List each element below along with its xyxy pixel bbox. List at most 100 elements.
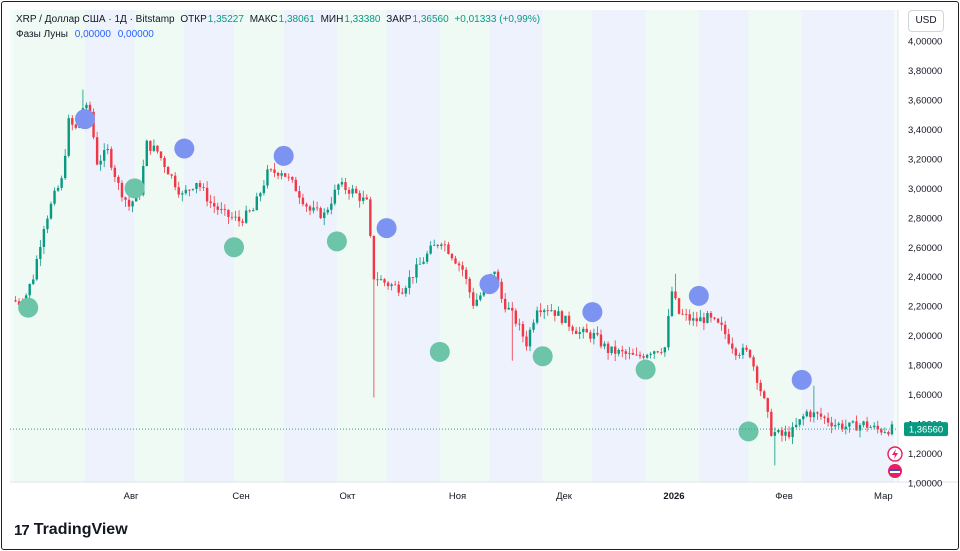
candle-body <box>92 111 95 138</box>
candle-body <box>635 354 638 356</box>
candle-body <box>88 104 92 112</box>
candle-body <box>326 209 329 213</box>
candle-body <box>603 343 606 347</box>
candle-body <box>312 207 315 211</box>
candle-body <box>404 287 408 294</box>
candle-body <box>642 356 645 358</box>
legend-header: XRP / Доллар США · 1Д · Bitstamp ОТКР1,3… <box>16 14 543 25</box>
candle-body <box>131 201 134 207</box>
bolt-icon[interactable] <box>887 446 903 462</box>
candle-body <box>862 421 865 426</box>
candle-body <box>826 417 830 423</box>
candle-body <box>738 355 741 356</box>
candle-body <box>237 216 241 222</box>
price-axis[interactable]: 4,00000 3,80000 3,60000 3,40000 3,20000 3,000… <box>908 37 942 490</box>
tradingview-logo[interactable]: 17 TradingView <box>14 521 128 539</box>
candle-body <box>514 310 518 324</box>
x-tick-label: Дек <box>556 491 573 502</box>
candle-body <box>589 332 592 339</box>
candle-body <box>670 291 674 316</box>
candle-body <box>315 207 319 209</box>
candle-body <box>106 148 109 151</box>
candle-body <box>301 197 305 205</box>
candle-body <box>354 188 358 194</box>
candle-body <box>184 189 188 194</box>
candle-body <box>883 432 887 433</box>
full-moon-marker <box>791 369 812 390</box>
x-tick-label: Окт <box>340 491 357 502</box>
candle-body <box>500 281 503 299</box>
candle-body <box>574 330 578 334</box>
y-tick-label: 1,00000 <box>908 479 942 490</box>
candle-body <box>227 209 230 217</box>
candle-body <box>383 279 386 283</box>
indicator-value-1: 0,00000 <box>74 29 111 40</box>
candle-body <box>734 348 738 356</box>
new-moon-marker <box>18 297 39 318</box>
candle-body <box>436 244 439 246</box>
full-moon-marker <box>74 109 95 130</box>
candle-body <box>323 212 326 219</box>
candle-body <box>812 412 816 418</box>
candle-body <box>645 354 649 358</box>
candle-body <box>805 411 808 417</box>
candle-body <box>716 318 720 323</box>
candle-body <box>255 196 258 211</box>
currency-button[interactable]: USD <box>908 10 944 32</box>
candle-body <box>876 425 879 430</box>
candle-body <box>713 317 716 319</box>
candle-body <box>127 199 131 207</box>
symbol-title[interactable]: XRP / Доллар США · 1Д · Bitstamp <box>16 14 175 25</box>
candle-body <box>763 391 766 399</box>
moon-phase-band <box>748 10 802 482</box>
candle-body <box>113 167 117 178</box>
candle-body <box>280 173 283 176</box>
x-tick-label: Сен <box>232 491 249 502</box>
candle-body <box>298 191 301 198</box>
candle-body <box>649 353 652 355</box>
candle-body <box>780 430 784 436</box>
x-tick-label: Авг <box>124 491 139 502</box>
candle-body <box>766 398 769 412</box>
x-tick-label: Ноя <box>449 491 466 502</box>
candle-body <box>830 422 833 427</box>
time-axis[interactable]: Авг Сен Окт Ноя Дек 2026 Фев Мар <box>124 491 893 502</box>
earnings-flag-icon[interactable] <box>888 464 902 478</box>
candle-body <box>507 307 510 310</box>
candle-body <box>99 160 102 165</box>
candle-body <box>411 277 415 278</box>
candle-body <box>539 310 542 313</box>
candle-body <box>351 188 354 194</box>
candle-body <box>159 151 163 159</box>
candle-body <box>149 140 152 151</box>
close-value: 1,36560 <box>412 14 449 25</box>
candle-body <box>823 416 826 418</box>
new-moon-marker <box>429 341 450 362</box>
candle-body <box>784 431 787 436</box>
y-tick-label: 2,60000 <box>908 243 942 254</box>
indicator-name[interactable]: Фазы Луны <box>16 29 68 40</box>
candle-body <box>887 432 890 435</box>
candle-body <box>560 311 564 323</box>
candle-body <box>553 310 557 316</box>
candle-body <box>628 352 631 354</box>
candle-body <box>606 343 610 353</box>
candle-body <box>692 318 695 321</box>
candle-body <box>340 182 344 185</box>
candle-body <box>273 169 276 173</box>
candle-body <box>379 279 383 281</box>
candle-body <box>369 199 372 236</box>
candle-body <box>32 279 35 284</box>
candle-body <box>198 182 202 188</box>
close-label: ЗАКР <box>386 14 412 25</box>
last-price-tag: 1,36560 <box>904 422 948 437</box>
candle-body <box>873 425 876 428</box>
candle-body <box>67 118 70 156</box>
candle-body <box>684 313 688 315</box>
candle-body <box>709 312 713 318</box>
candle-body <box>621 349 624 352</box>
candle-body <box>248 210 251 212</box>
candle-body <box>120 182 124 198</box>
candle-body <box>674 291 677 299</box>
